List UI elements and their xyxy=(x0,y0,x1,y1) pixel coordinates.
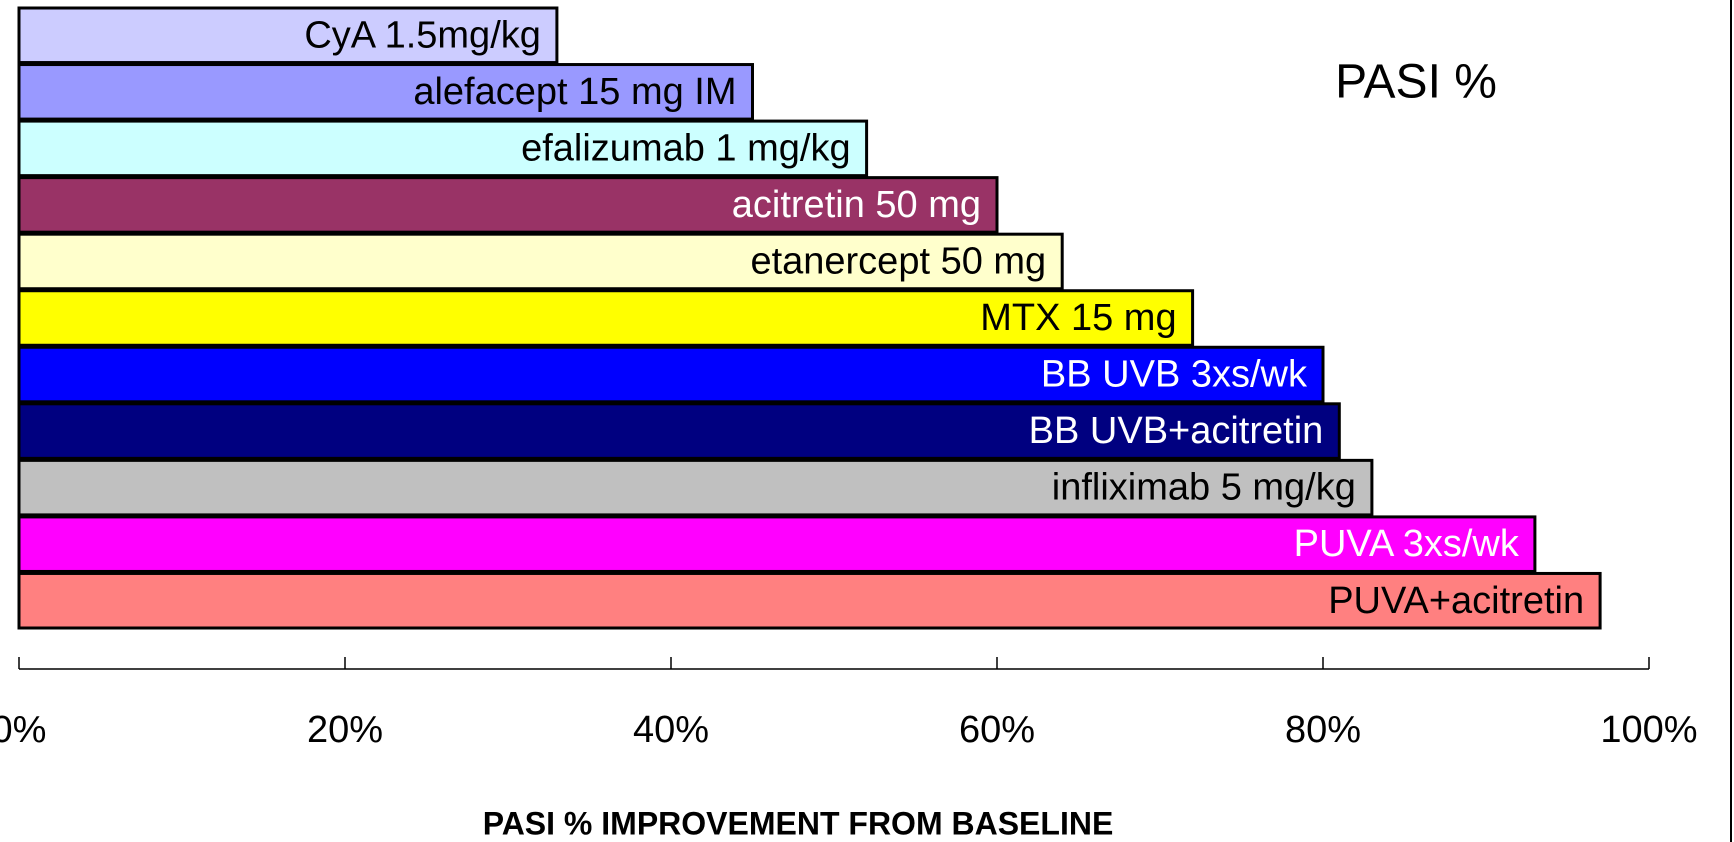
bar xyxy=(17,289,1195,347)
bar xyxy=(17,515,1537,573)
x-tick-label: 100% xyxy=(1600,709,1697,751)
x-tick-label: 20% xyxy=(307,709,383,751)
bar-label: PUVA 3xs/wk xyxy=(1294,523,1520,565)
bar xyxy=(17,6,559,65)
bar-label: CyA 1.5mg/kg xyxy=(304,14,541,56)
x-tick-label: 80% xyxy=(1285,709,1361,751)
bar xyxy=(17,345,1325,404)
bar xyxy=(17,119,869,178)
bar xyxy=(17,232,1064,291)
bar xyxy=(17,402,1341,460)
bar-label: efalizumab 1 mg/kg xyxy=(521,127,851,169)
bar xyxy=(17,63,754,121)
bar-label: PUVA+acitretin xyxy=(1328,580,1584,622)
bar-label: acitretin 50 mg xyxy=(732,184,981,226)
bar-label: BB UVB+acitretin xyxy=(1029,410,1324,452)
x-tick-label: 60% xyxy=(959,709,1035,751)
x-axis-label: PASI % IMPROVEMENT FROM BASELINE xyxy=(483,805,1114,841)
bar xyxy=(17,571,1602,630)
bar xyxy=(17,176,999,234)
chart-title: PASI % xyxy=(1335,56,1497,109)
x-tick-label: 0% xyxy=(0,709,46,751)
bar xyxy=(17,458,1374,517)
bar-label: infliximab 5 mg/kg xyxy=(1052,467,1356,509)
x-tick-label: 40% xyxy=(633,709,709,751)
bar-label: BB UVB 3xs/wk xyxy=(1041,354,1308,396)
bar-label: MTX 15 mg xyxy=(980,297,1176,339)
bar-label: etanercept 50 mg xyxy=(750,240,1046,282)
bar-label: alefacept 15 mg IM xyxy=(413,71,736,113)
